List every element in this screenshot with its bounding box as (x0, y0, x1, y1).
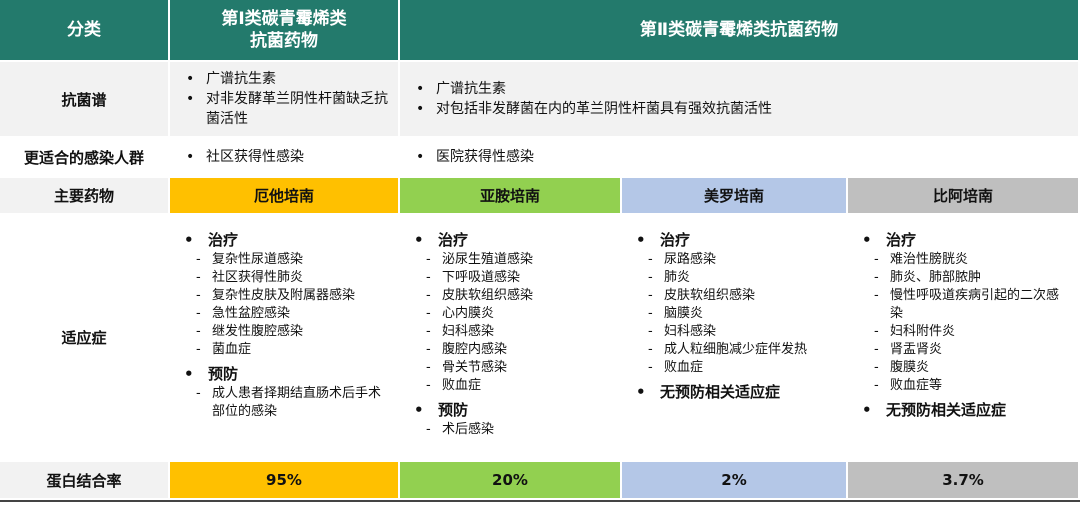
bullet-list: 广谱抗生素对包括非发酵菌在内的革兰阴性杆菌具有强效抗菌活性 (408, 79, 1070, 119)
protein-binding: 2% (622, 462, 848, 500)
row-label: 抗菌谱 (0, 62, 170, 138)
indication-list: 难治性膀胱炎肺炎、肺部脓肿慢性呼吸道疾病引起的二次感染妇科附件炎肾盂肾炎腹膜炎败… (858, 251, 1070, 395)
bullet-cell: 医院获得性感染 (400, 138, 1080, 178)
indication-heading: 治疗 (632, 229, 838, 251)
row-label: 蛋白结合率 (0, 462, 170, 500)
row-label: 主要药物 (0, 178, 170, 215)
indication-item: 难治性膀胱炎 (858, 251, 1070, 269)
indication-item: 复杂性尿道感染 (180, 251, 390, 269)
indication-item: 成人粒细胞减少症伴发热 (632, 341, 838, 359)
bullet-list: 广谱抗生素对非发酵革兰阴性杆菌缺乏抗菌活性 (178, 69, 390, 129)
header-cell: 分类 (0, 0, 170, 62)
drug-name: 美罗培南 (622, 178, 848, 215)
drug-name: 比阿培南 (848, 178, 1080, 215)
bullet-item: 社区获得性感染 (178, 147, 390, 167)
indication-item: 腹腔内感染 (410, 341, 612, 359)
bullet-list: 社区获得性感染 (178, 147, 390, 167)
indication-item: 肾盂肾炎 (858, 341, 1070, 359)
indication-item: 心内膜炎 (410, 305, 612, 323)
indication-list: 复杂性尿道感染社区获得性肺炎复杂性皮肤及附属器感染急性盆腔感染继发性腹腔感染菌血… (180, 251, 390, 359)
indication-heading: 治疗 (180, 229, 390, 251)
indication-item: 腹膜炎 (858, 359, 1070, 377)
indication-item: 妇科感染 (410, 323, 612, 341)
bullet-item: 广谱抗生素 (178, 69, 390, 89)
bullet-item: 医院获得性感染 (408, 147, 1070, 167)
indication-item: 社区获得性肺炎 (180, 269, 390, 287)
protein-binding: 95% (170, 462, 400, 500)
protein-binding: 20% (400, 462, 622, 500)
indication-item: 成人患者择期结直肠术后手术部位的感染 (180, 385, 390, 421)
indication-item: 尿路感染 (632, 251, 838, 269)
drug-name: 厄他培南 (170, 178, 400, 215)
indications-cell: 治疗尿路感染肺炎皮肤软组织感染脑膜炎妇科感染成人粒细胞减少症伴发热败血症无预防相… (622, 215, 848, 462)
indication-item: 泌尿生殖道感染 (410, 251, 612, 269)
row-label: 适应症 (0, 215, 170, 462)
indication-list: 泌尿生殖道感染下呼吸道感染皮肤软组织感染心内膜炎妇科感染腹腔内感染骨关节感染败血… (410, 251, 612, 395)
drug-name: 亚胺培南 (400, 178, 622, 215)
indication-item: 皮肤软组织感染 (410, 287, 612, 305)
indication-item: 复杂性皮肤及附属器感染 (180, 287, 390, 305)
bullet-item: 对包括非发酵菌在内的革兰阴性杆菌具有强效抗菌活性 (408, 99, 1070, 119)
indication-item: 急性盆腔感染 (180, 305, 390, 323)
indications-cell: 治疗复杂性尿道感染社区获得性肺炎复杂性皮肤及附属器感染急性盆腔感染继发性腹腔感染… (170, 215, 400, 462)
indication-list: 术后感染 (410, 421, 612, 439)
indication-item: 下呼吸道感染 (410, 269, 612, 287)
indication-item: 败血症等 (858, 377, 1070, 395)
indications-cell: 治疗泌尿生殖道感染下呼吸道感染皮肤软组织感染心内膜炎妇科感染腹腔内感染骨关节感染… (400, 215, 622, 462)
indications-cell: 治疗难治性膀胱炎肺炎、肺部脓肿慢性呼吸道疾病引起的二次感染妇科附件炎肾盂肾炎腹膜… (848, 215, 1080, 462)
indication-heading: 治疗 (410, 229, 612, 251)
indication-heading: 无预防相关适应症 (858, 399, 1070, 421)
indication-item: 败血症 (632, 359, 838, 377)
header-line: 第Ⅰ类碳青霉烯类 (221, 9, 347, 29)
bullet-cell: 广谱抗生素对非发酵革兰阴性杆菌缺乏抗菌活性 (170, 62, 400, 138)
indication-heading: 预防 (410, 399, 612, 421)
indication-heading: 预防 (180, 363, 390, 385)
indication-item: 败血症 (410, 377, 612, 395)
indication-item: 继发性腹腔感染 (180, 323, 390, 341)
bullet-list: 医院获得性感染 (408, 147, 1070, 167)
indication-item: 慢性呼吸道疾病引起的二次感染 (858, 287, 1070, 323)
indication-heading: 治疗 (858, 229, 1070, 251)
indication-item: 皮肤软组织感染 (632, 287, 838, 305)
indication-list: 尿路感染肺炎皮肤软组织感染脑膜炎妇科感染成人粒细胞减少症伴发热败血症 (632, 251, 838, 377)
row-label: 更适合的感染人群 (0, 138, 170, 178)
protein-binding: 3.7% (848, 462, 1080, 500)
header-line: 抗菌药物 (250, 31, 318, 51)
bullet-item: 广谱抗生素 (408, 79, 1070, 99)
indication-item: 脑膜炎 (632, 305, 838, 323)
header-cell: 第Ⅱ类碳青霉烯类抗菌药物 (400, 0, 1080, 62)
indication-item: 骨关节感染 (410, 359, 612, 377)
bullet-item: 对非发酵革兰阴性杆菌缺乏抗菌活性 (178, 89, 390, 129)
indication-item: 肺炎、肺部脓肿 (858, 269, 1070, 287)
indication-heading: 无预防相关适应症 (632, 381, 838, 403)
bullet-cell: 社区获得性感染 (170, 138, 400, 178)
indication-list: 成人患者择期结直肠术后手术部位的感染 (180, 385, 390, 421)
bullet-cell: 广谱抗生素对包括非发酵菌在内的革兰阴性杆菌具有强效抗菌活性 (400, 62, 1080, 138)
indication-item: 菌血症 (180, 341, 390, 359)
indication-item: 肺炎 (632, 269, 838, 287)
indication-item: 术后感染 (410, 421, 612, 439)
header-cell: 第Ⅰ类碳青霉烯类 抗菌药物 (170, 0, 400, 62)
indication-item: 妇科附件炎 (858, 323, 1070, 341)
indication-item: 妇科感染 (632, 323, 838, 341)
